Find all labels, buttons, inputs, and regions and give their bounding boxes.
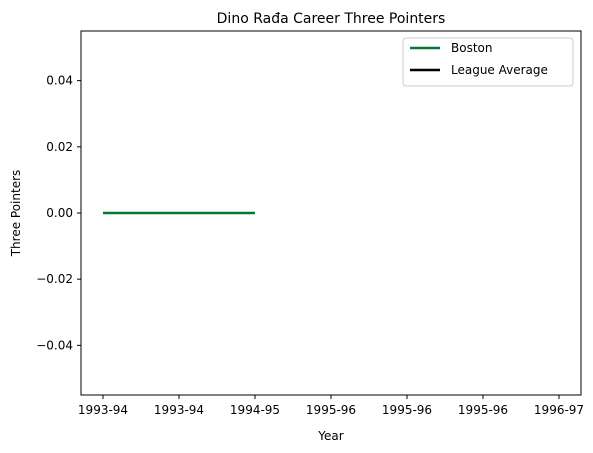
legend-label: League Average: [451, 63, 548, 77]
chart-title: Dino Rađa Career Three Pointers: [217, 11, 446, 27]
x-tick-label: 1995-96: [306, 403, 356, 417]
legend-box: [402, 37, 574, 87]
x-tick-label: 1993-94: [154, 403, 204, 417]
y-tick-label: −0.04: [36, 338, 73, 352]
x-tick-label: 1996-97: [534, 403, 584, 417]
y-tick-label: 0.02: [46, 140, 73, 154]
y-tick-label: 0.04: [46, 74, 73, 88]
x-axis-label: Year: [317, 429, 343, 443]
y-tick-label: −0.02: [36, 272, 73, 286]
x-tick-label: 1995-96: [458, 403, 508, 417]
legend-label: Boston: [451, 41, 492, 55]
x-tick-label: 1995-96: [382, 403, 432, 417]
x-tick-label: 1993-94: [78, 403, 128, 417]
y-axis-label: Three Pointers: [9, 170, 23, 258]
y-axis-ticks: 0.04 0.02 0.00 −0.02 −0.04: [36, 74, 81, 352]
legend: Boston League Average: [402, 37, 574, 87]
x-axis-ticks: 1993-94 1993-94 1994-95 1995-96 1995-96 1995-…: [78, 395, 584, 417]
y-tick-label: 0.00: [46, 206, 73, 220]
x-tick-label: 1994-95: [230, 403, 280, 417]
